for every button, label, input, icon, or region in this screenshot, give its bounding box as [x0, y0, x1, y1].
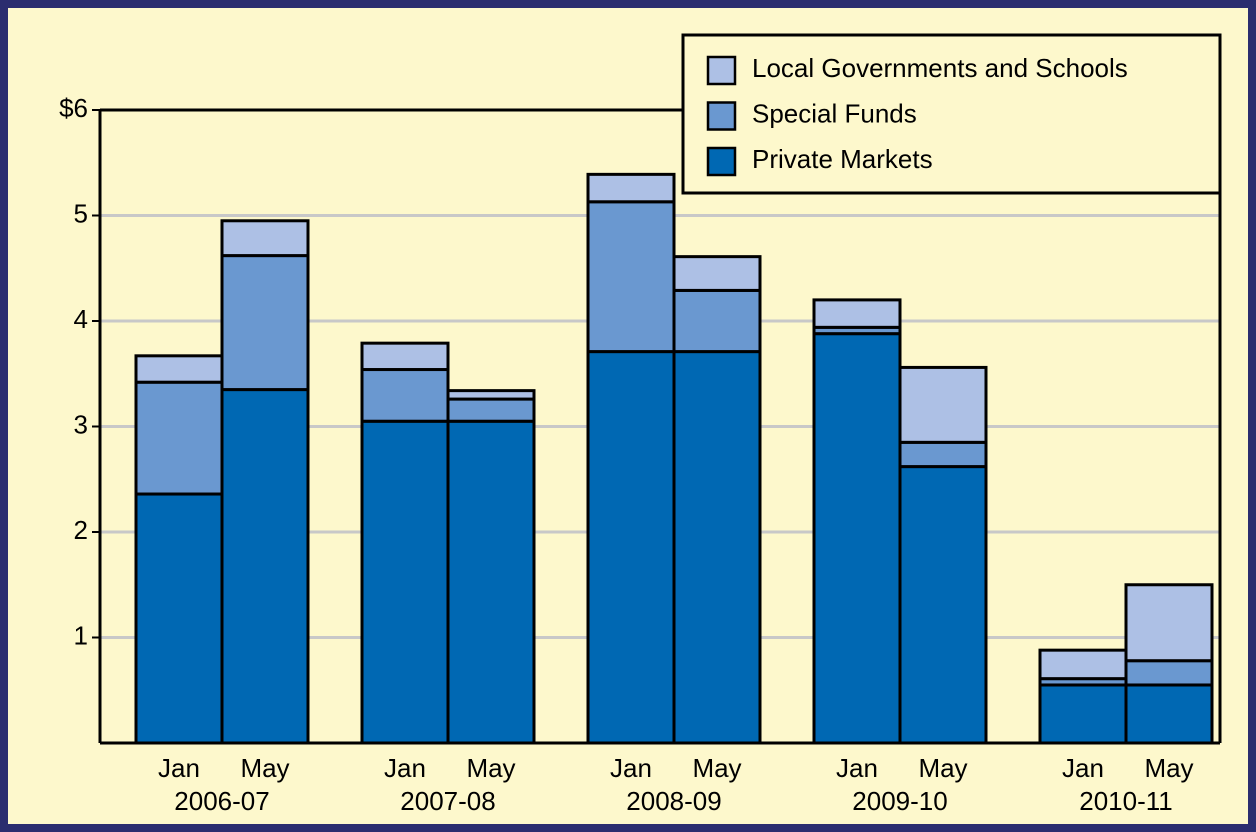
bar-segment [672, 255, 762, 292]
y-tick-label: 5 [74, 198, 88, 228]
bar-segment [446, 389, 536, 401]
bar-segment [812, 298, 902, 329]
bar-segment [134, 354, 224, 384]
x-tick-label: May [1144, 753, 1193, 783]
bar-segment [898, 440, 988, 469]
x-tick-label: May [692, 753, 741, 783]
bar-segment [220, 388, 310, 745]
bar-segment [1124, 683, 1214, 745]
x-tick-label: May [240, 753, 289, 783]
y-tick-label: 3 [74, 409, 88, 439]
legend-swatch [706, 55, 737, 86]
bar-segment [1038, 683, 1128, 745]
x-tick-label: Jan [384, 753, 426, 783]
legend-label: Local Governments and Schools [752, 53, 1128, 83]
bar-segment [586, 350, 676, 745]
bar-segment [1124, 659, 1214, 687]
y-tick-label: 1 [74, 620, 88, 650]
bar-segment [586, 172, 676, 204]
bar-segment [672, 350, 762, 745]
x-tick-label: May [918, 753, 967, 783]
group-label: 2010-11 [1079, 786, 1173, 816]
bar-segment [220, 219, 310, 258]
bar-segment [446, 419, 536, 745]
group-label: 2007-08 [400, 786, 495, 816]
group-label: 2008-09 [626, 786, 721, 816]
group-label: 2006-07 [174, 786, 269, 816]
x-tick-label: Jan [1062, 753, 1104, 783]
x-tick-label: Jan [610, 753, 652, 783]
y-tick-label: $6 [59, 93, 88, 123]
bar-segment [586, 200, 676, 354]
bar-segment [898, 465, 988, 745]
bar-segment [134, 492, 224, 745]
bar-segment [1038, 648, 1128, 681]
bar-segment [360, 341, 450, 372]
bar-segment [360, 368, 450, 423]
x-tick-label: May [466, 753, 515, 783]
legend-label: Private Markets [752, 144, 933, 174]
legend-label: Special Funds [752, 98, 917, 128]
bar-segment [360, 419, 450, 745]
legend-swatch [706, 146, 737, 177]
legend-swatch [706, 101, 737, 131]
bar-segment [672, 288, 762, 354]
y-tick-label: 4 [74, 304, 88, 334]
legend-box [681, 33, 1222, 195]
y-tick-label: 2 [74, 515, 88, 545]
bar-segment [446, 397, 536, 423]
bar-segment [898, 365, 988, 444]
x-tick-label: Jan [158, 753, 200, 783]
bar-segment [1124, 583, 1214, 663]
x-tick-label: Jan [836, 753, 878, 783]
group-label: 2009-10 [852, 786, 947, 816]
bar-segment [220, 254, 310, 392]
bar-segment [134, 380, 224, 496]
bar-segment [812, 332, 902, 745]
